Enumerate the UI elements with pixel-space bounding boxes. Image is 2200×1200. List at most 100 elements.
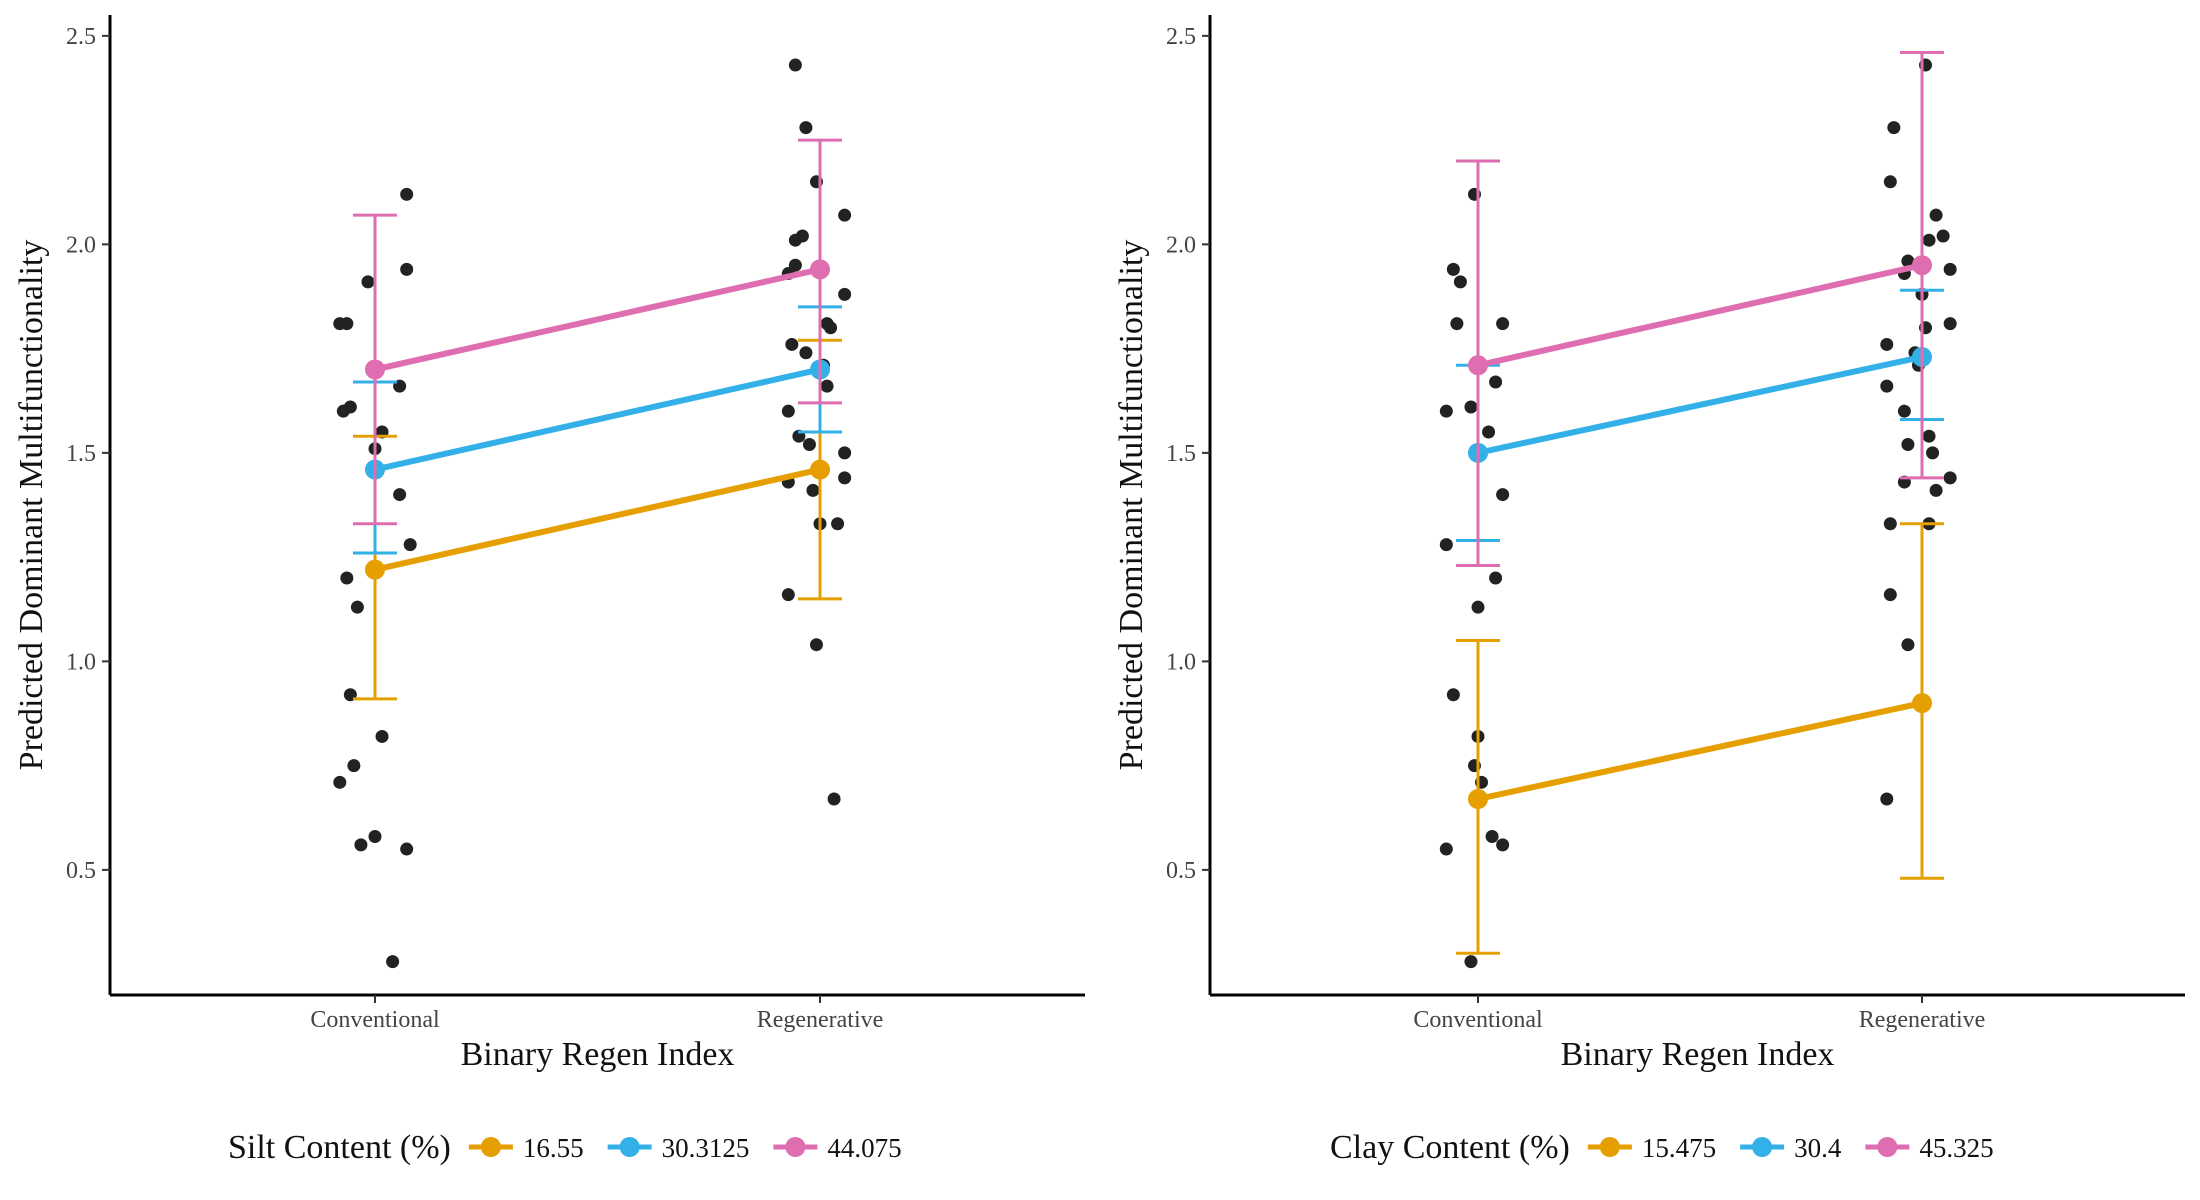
data-point xyxy=(403,538,417,552)
data-point xyxy=(1943,262,1957,276)
legend-label: 15.475 xyxy=(1642,1133,1716,1163)
series-point-3 xyxy=(1468,355,1488,376)
data-point xyxy=(799,346,813,360)
data-point xyxy=(1883,588,1897,602)
data-point xyxy=(340,317,354,331)
y-tick-label: 0.5 xyxy=(66,858,96,884)
data-point xyxy=(838,446,852,460)
data-point xyxy=(375,729,389,743)
series-point-1 xyxy=(365,559,385,580)
data-point xyxy=(831,517,845,531)
legend-key-marker xyxy=(480,1137,501,1157)
data-point xyxy=(1464,955,1478,969)
data-point xyxy=(1901,638,1915,652)
y-tick-label: 2.5 xyxy=(66,24,96,50)
data-point xyxy=(347,759,361,773)
data-point xyxy=(1482,425,1496,439)
chart-panel-2: 0.5 1.0 1.5 2.0 2.5 Conventional Regenerative B… xyxy=(1113,15,2185,1166)
data-point xyxy=(1471,600,1485,614)
legend-key-marker xyxy=(1877,1137,1898,1157)
data-point xyxy=(1453,275,1467,289)
legend-key-marker xyxy=(1752,1137,1773,1157)
series-point-3 xyxy=(810,259,830,280)
data-point xyxy=(333,775,347,789)
x-tick-label: Conventional xyxy=(1413,1007,1543,1033)
series-point-3 xyxy=(365,359,385,380)
y-axis-title: Predicted Dominant Multifunctionality xyxy=(1113,240,1150,771)
series-point-1 xyxy=(1912,693,1932,714)
data-point xyxy=(1880,379,1894,393)
legend-label: 45.325 xyxy=(1919,1133,1993,1163)
data-point xyxy=(1496,838,1510,852)
x-axis-title: Binary Regen Index xyxy=(1561,1036,1835,1073)
y-tick-label: 2.5 xyxy=(1166,24,1196,50)
data-point xyxy=(1926,446,1940,460)
data-point xyxy=(788,58,802,72)
y-tick-label: 1.0 xyxy=(66,649,96,675)
data-point xyxy=(1485,830,1499,844)
series-line-1 xyxy=(1475,700,1925,802)
data-point xyxy=(781,404,795,418)
data-point xyxy=(781,588,795,602)
data-point xyxy=(368,830,382,844)
data-point xyxy=(1936,229,1950,243)
data-point xyxy=(1929,208,1943,222)
legend-label: 30.4 xyxy=(1794,1133,1842,1163)
data-point xyxy=(386,955,400,969)
legend-label: 44.075 xyxy=(827,1133,901,1163)
series-line-2 xyxy=(1475,353,1925,456)
data-point xyxy=(343,400,357,414)
y-tick-label: 1.0 xyxy=(1166,649,1196,675)
data-point xyxy=(1880,337,1894,351)
data-point xyxy=(799,121,813,135)
data-point xyxy=(361,275,375,289)
y-tick-label: 1.5 xyxy=(66,441,96,467)
legend-key-marker xyxy=(785,1137,806,1157)
data-point xyxy=(1943,317,1957,331)
data-point xyxy=(1929,483,1943,497)
data-point xyxy=(1464,400,1478,414)
series-point-1 xyxy=(810,459,830,480)
data-point xyxy=(809,638,823,652)
chart-panel-1: 0.5 1.0 1.5 2.0 2.5 Conventional Regenerative B… xyxy=(13,15,1085,1166)
series-line-3 xyxy=(372,266,823,373)
legend-title: Clay Content (%) xyxy=(1330,1129,1570,1166)
data-point xyxy=(1446,688,1460,702)
x-axis-title: Binary Regen Index xyxy=(461,1036,735,1073)
y-tick-label: 2.0 xyxy=(1166,232,1196,258)
data-point xyxy=(1887,121,1901,135)
data-point xyxy=(1901,254,1915,268)
legend-key-marker xyxy=(1599,1137,1620,1157)
data-point xyxy=(350,600,364,614)
data-point xyxy=(1922,429,1936,443)
data-point xyxy=(838,208,852,222)
data-point xyxy=(1489,375,1503,389)
y-axis-title: Predicted Dominant Multifunctionality xyxy=(13,240,50,771)
data-point xyxy=(838,287,852,301)
legend-label: 30.3125 xyxy=(662,1133,750,1163)
data-point xyxy=(1450,317,1464,331)
data-point xyxy=(820,379,834,393)
data-point xyxy=(1922,233,1936,247)
y-tick-label: 1.5 xyxy=(1166,441,1196,467)
data-point xyxy=(1446,262,1460,276)
data-point xyxy=(1489,571,1503,585)
data-point xyxy=(838,471,852,485)
legend-title: Silt Content (%) xyxy=(228,1129,451,1166)
data-point xyxy=(1943,471,1957,485)
data-point xyxy=(400,842,414,856)
data-point xyxy=(354,838,368,852)
legend: Clay Content (%) 15.475 30.4 45.325 xyxy=(1330,1129,1994,1166)
data-point xyxy=(806,483,820,497)
data-point xyxy=(824,321,838,335)
data-point xyxy=(785,337,799,351)
legend-key-marker xyxy=(619,1137,640,1157)
data-point xyxy=(393,488,407,502)
data-point xyxy=(788,233,802,247)
series-point-1 xyxy=(1468,789,1488,809)
data-point xyxy=(1883,517,1897,531)
data-point xyxy=(1883,175,1897,189)
data-point xyxy=(1439,538,1453,552)
data-point xyxy=(1439,404,1453,418)
legend-label: 16.55 xyxy=(523,1133,584,1163)
